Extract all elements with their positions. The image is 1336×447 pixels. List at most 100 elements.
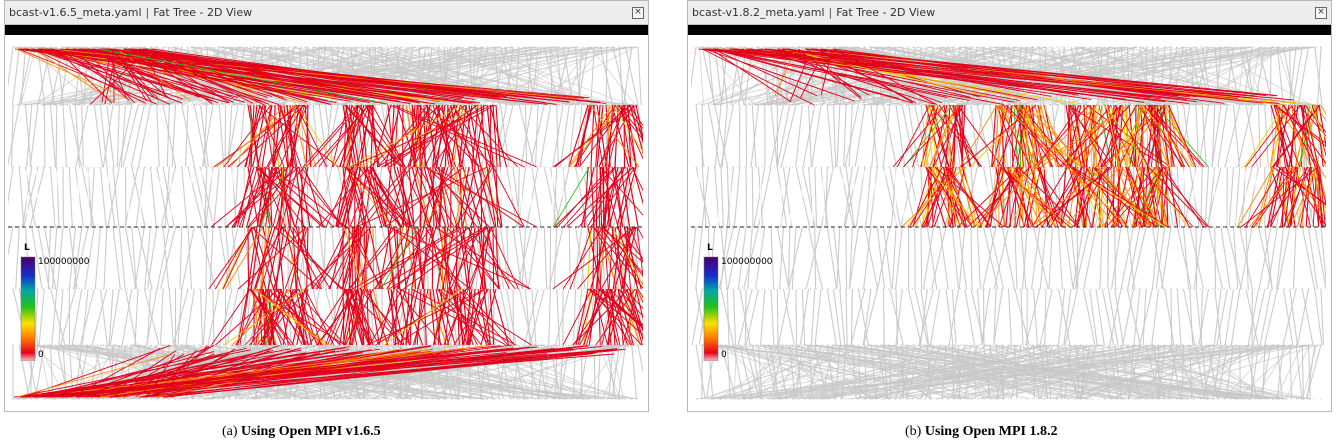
- network-link: [336, 166, 355, 228]
- network-link: [222, 226, 253, 290]
- network-link: [976, 104, 991, 168]
- network-link: [250, 288, 287, 346]
- network-link: [106, 104, 115, 168]
- network-link: [577, 104, 592, 168]
- network-link: [1297, 46, 1310, 106]
- network-link: [1083, 226, 1097, 290]
- network-link: [265, 166, 335, 228]
- network-link: [304, 104, 312, 168]
- network-link: [110, 48, 159, 99]
- network-link: [710, 344, 1129, 400]
- network-link: [395, 288, 443, 346]
- network-link: [366, 288, 486, 346]
- network-link: [114, 344, 513, 398]
- network-link: [247, 226, 284, 290]
- network-link: [929, 166, 955, 228]
- network-link: [1063, 166, 1121, 228]
- network-link: [1305, 344, 1322, 400]
- network-link: [1316, 166, 1324, 228]
- network-link: [745, 46, 824, 106]
- network-link: [618, 104, 643, 137]
- network-link: [1153, 166, 1165, 228]
- network-link: [1072, 166, 1168, 228]
- network-link: [99, 166, 107, 228]
- network-link: [102, 104, 114, 168]
- network-link: [1201, 344, 1250, 400]
- network-link: [437, 104, 480, 168]
- network-link: [160, 166, 177, 228]
- window-titlebar: bcast-v1.6.5_meta.yaml | Fat Tree - 2D Vie…: [5, 1, 648, 25]
- network-link: [632, 166, 643, 205]
- network-link: [384, 104, 466, 168]
- network-link: [895, 226, 903, 290]
- network-link: [896, 104, 930, 168]
- network-link: [462, 288, 516, 346]
- network-link: [520, 104, 533, 168]
- network-link: [866, 344, 1089, 400]
- network-link: [90, 166, 95, 228]
- network-link: [8, 166, 14, 205]
- network-link: [164, 349, 622, 398]
- network-link: [737, 288, 753, 346]
- network-link: [1067, 104, 1131, 168]
- close-icon[interactable]: ×: [632, 7, 644, 19]
- network-link: [928, 104, 950, 168]
- network-link: [562, 288, 593, 346]
- network-link: [562, 226, 604, 290]
- fat-tree-visualization[interactable]: [691, 39, 1326, 407]
- network-link: [202, 288, 208, 346]
- network-link: [79, 288, 95, 346]
- network-link: [267, 104, 304, 168]
- network-link: [99, 104, 108, 168]
- network-link: [909, 166, 943, 228]
- network-link: [448, 170, 451, 224]
- network-link: [873, 170, 877, 224]
- network-link: [18, 48, 157, 105]
- network-link: [958, 226, 966, 290]
- network-link: [600, 166, 643, 216]
- network-link: [1303, 166, 1323, 228]
- close-icon[interactable]: ×: [1315, 7, 1327, 19]
- network-link: [779, 166, 791, 228]
- legend-gradient: [20, 256, 36, 361]
- network-link: [1121, 166, 1164, 228]
- network-link: [313, 104, 370, 168]
- network-link: [1301, 226, 1316, 290]
- network-link: [1277, 104, 1281, 168]
- network-link: [20, 46, 27, 106]
- network-link: [459, 226, 469, 290]
- network-link: [156, 104, 160, 168]
- network-link: [1256, 166, 1273, 228]
- network-link: [489, 226, 519, 290]
- network-link: [766, 344, 1174, 400]
- network-link: [58, 288, 64, 346]
- network-link: [593, 344, 596, 400]
- network-link: [707, 104, 721, 168]
- network-link: [611, 104, 630, 168]
- color-legend: L 100000000 0: [703, 243, 823, 361]
- network-link: [865, 166, 872, 228]
- network-link: [1317, 46, 1322, 106]
- fat-tree-panel-a: bcast-v1.6.5_meta.yaml | Fat Tree - 2D Vie…: [4, 0, 649, 412]
- network-link: [601, 288, 643, 329]
- network-link: [991, 104, 997, 168]
- network-link: [862, 170, 865, 224]
- network-link: [54, 170, 58, 224]
- network-link: [718, 344, 818, 400]
- network-link: [358, 104, 481, 168]
- network-link: [40, 48, 215, 99]
- network-link: [342, 288, 345, 346]
- network-link: [799, 288, 810, 346]
- network-link: [1127, 226, 1141, 290]
- network-link: [11, 104, 14, 168]
- network-link: [344, 226, 364, 290]
- network-link: [553, 166, 558, 228]
- network-link: [211, 170, 214, 224]
- network-link: [1292, 226, 1297, 290]
- fat-tree-visualization[interactable]: [8, 39, 643, 407]
- network-link: [357, 166, 368, 228]
- network-link: [324, 104, 334, 168]
- network-link: [863, 288, 878, 346]
- network-link: [68, 104, 82, 168]
- network-link: [1067, 104, 1167, 168]
